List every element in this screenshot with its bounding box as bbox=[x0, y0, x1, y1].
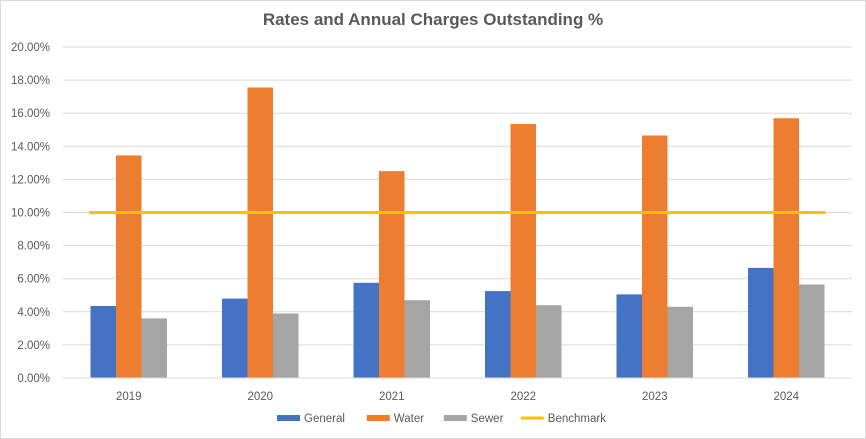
bar-water-2024 bbox=[773, 118, 799, 378]
y-tick-label: 18.00% bbox=[11, 75, 50, 87]
y-tick-label: 12.00% bbox=[11, 174, 50, 186]
gridlines bbox=[63, 46, 852, 346]
bar-sewer-2020 bbox=[273, 313, 299, 378]
x-tick-label: 2020 bbox=[248, 391, 274, 403]
bar-general-2024 bbox=[748, 267, 774, 378]
legend-label-benchmark: Benchmark bbox=[548, 413, 606, 425]
bar-water-2019 bbox=[116, 155, 142, 378]
axes: 0.00% 2.00% 4.00% 6.00% 8.00% 10.00% 12.00% 14.… bbox=[11, 42, 852, 403]
chart-title: Rates and Annual Charges Outstanding % bbox=[262, 10, 604, 29]
bar-sewer-2021 bbox=[404, 300, 430, 378]
y-tick-label: 4.00% bbox=[17, 307, 50, 319]
bar-water-2020 bbox=[247, 87, 273, 378]
bar-general-2022 bbox=[485, 291, 511, 378]
y-tick-label: 0.00% bbox=[17, 373, 50, 385]
bar-sewer-2023 bbox=[667, 306, 693, 378]
bars bbox=[90, 87, 825, 378]
y-tick-label: 20.00% bbox=[11, 42, 50, 54]
legend-swatch-water bbox=[366, 415, 390, 421]
x-tick-label: 2021 bbox=[379, 391, 405, 403]
bar-sewer-2024 bbox=[799, 284, 825, 378]
legend-label-water: Water bbox=[394, 413, 424, 425]
y-tick-label: 6.00% bbox=[17, 274, 50, 286]
y-tick-label: 2.00% bbox=[17, 340, 50, 352]
x-tick-label: 2023 bbox=[642, 391, 668, 403]
bar-water-2023 bbox=[642, 135, 668, 378]
bar-water-2022 bbox=[510, 124, 536, 378]
y-tick-label: 10.00% bbox=[11, 208, 50, 220]
legend-label-sewer: Sewer bbox=[471, 413, 504, 425]
y-tick-label: 14.00% bbox=[11, 141, 50, 153]
bar-general-2020 bbox=[222, 298, 248, 378]
bar-sewer-2022 bbox=[536, 305, 562, 378]
bar-sewer-2019 bbox=[141, 318, 167, 378]
legend-label-general: General bbox=[304, 413, 345, 425]
x-tick-label: 2019 bbox=[116, 391, 142, 403]
bar-general-2019 bbox=[90, 306, 116, 378]
y-tick-label: 16.00% bbox=[11, 108, 50, 120]
bar-general-2023 bbox=[616, 294, 642, 378]
legend-swatch-sewer bbox=[443, 415, 467, 421]
y-tick-label: 8.00% bbox=[17, 241, 50, 253]
x-tick-label: 2024 bbox=[774, 391, 800, 403]
legend: General Water Sewer Benchmark bbox=[277, 413, 606, 425]
x-tick-label: 2022 bbox=[511, 391, 537, 403]
bar-water-2021 bbox=[379, 171, 405, 378]
legend-swatch-general bbox=[277, 415, 300, 421]
bar-general-2021 bbox=[353, 282, 379, 378]
